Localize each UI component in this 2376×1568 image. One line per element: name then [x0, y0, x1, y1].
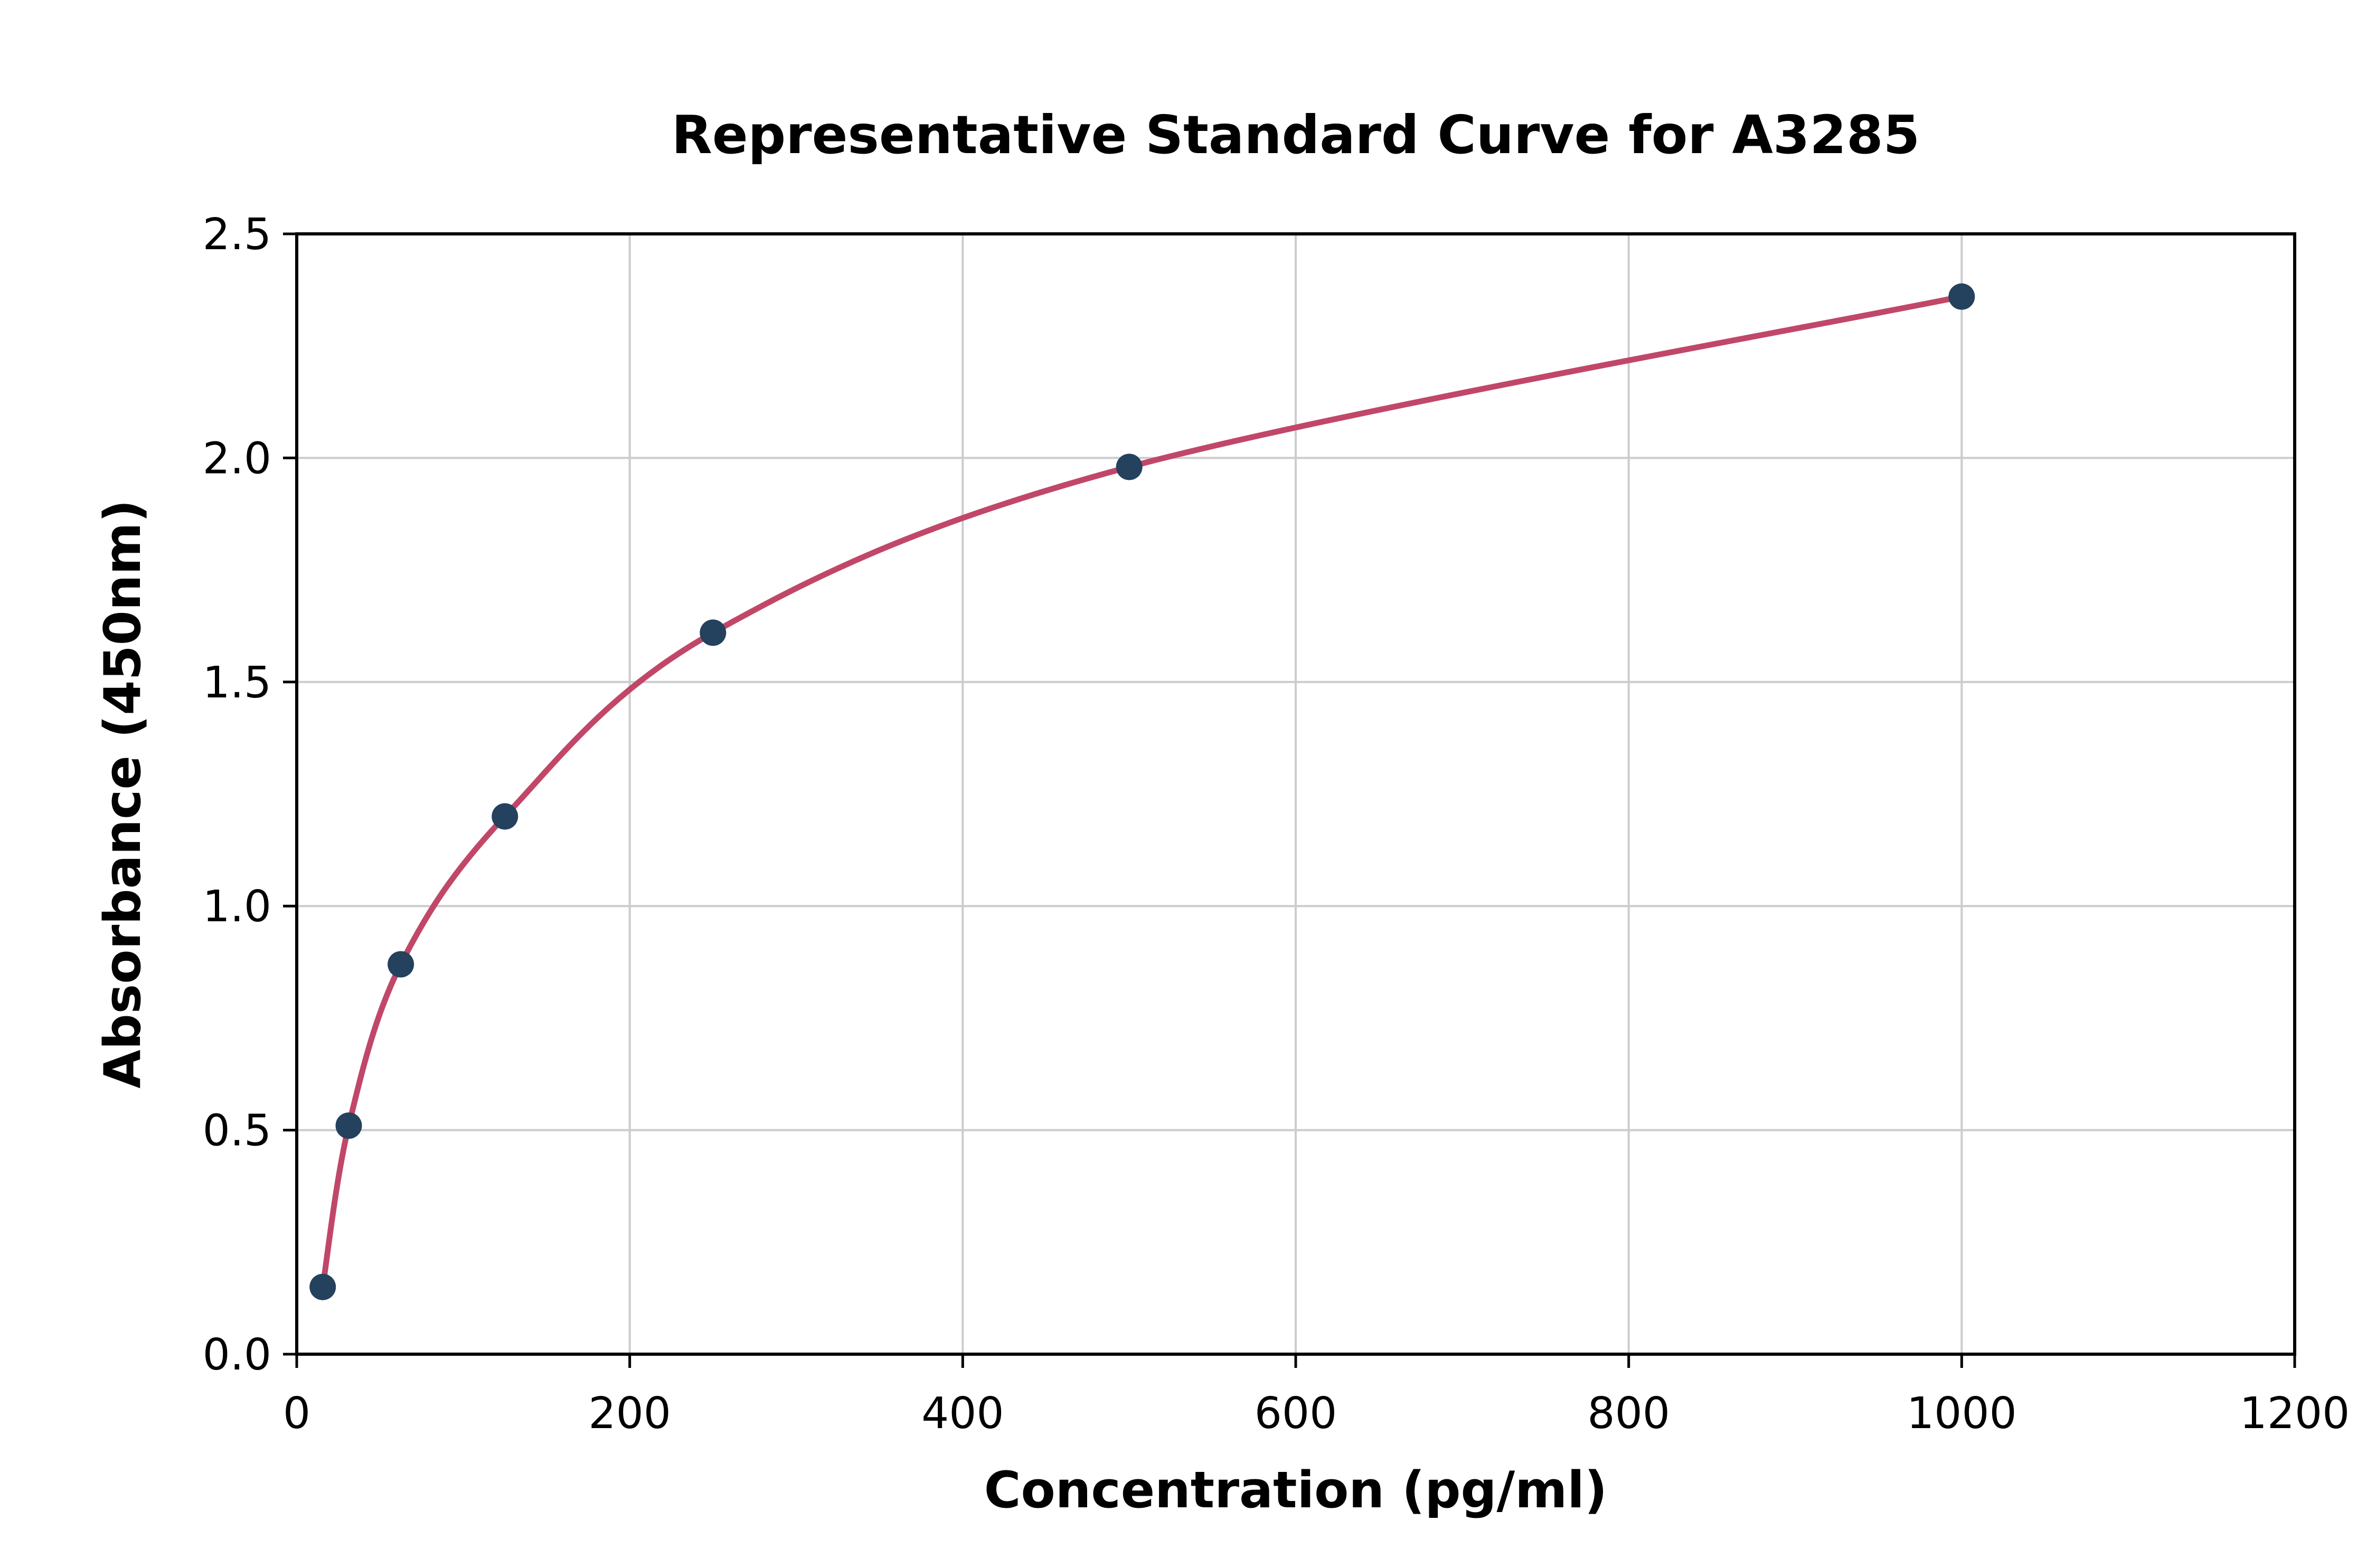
- y-tick-label: 0.5: [203, 1106, 271, 1156]
- data-point: [388, 951, 414, 978]
- x-tick-label: 1000: [1907, 1388, 2017, 1439]
- y-axis-label: Absorbance (450nm): [94, 499, 152, 1089]
- y-tick-label: 1.5: [203, 658, 271, 708]
- y-tick-labels: 0.0 0.5 1.0 1.5 2.0 2.5: [203, 210, 271, 1380]
- axis-ticks: [283, 232, 2296, 1368]
- y-tick-label: 2.5: [203, 210, 271, 260]
- x-tick-label: 800: [1587, 1388, 1670, 1439]
- data-point: [309, 1273, 336, 1300]
- data-point: [1116, 454, 1143, 480]
- x-tick-label: 0: [283, 1388, 310, 1439]
- x-tick-label: 400: [921, 1388, 1004, 1439]
- gridlines: [296, 233, 2296, 1355]
- data-point: [492, 803, 518, 830]
- fit-curve: [319, 294, 1965, 1290]
- y-tick-label: 0.0: [203, 1330, 271, 1380]
- x-tick-labels: 0 200 400 600 800 1000 1200: [283, 1388, 2350, 1439]
- data-point: [335, 1112, 362, 1139]
- y-tick-label: 2.0: [203, 433, 271, 484]
- data-point: [1948, 283, 1975, 310]
- x-tick-label: 1200: [2240, 1388, 2350, 1439]
- chart-title: Representative Standard Curve for A3285: [672, 104, 1920, 166]
- y-tick-label: 1.0: [203, 882, 271, 932]
- data-points: [309, 283, 1975, 1300]
- x-axis-label: Concentration (pg/ml): [984, 1461, 1607, 1519]
- data-point: [700, 619, 727, 646]
- x-tick-label: 200: [588, 1388, 671, 1439]
- x-tick-label: 600: [1255, 1388, 1337, 1439]
